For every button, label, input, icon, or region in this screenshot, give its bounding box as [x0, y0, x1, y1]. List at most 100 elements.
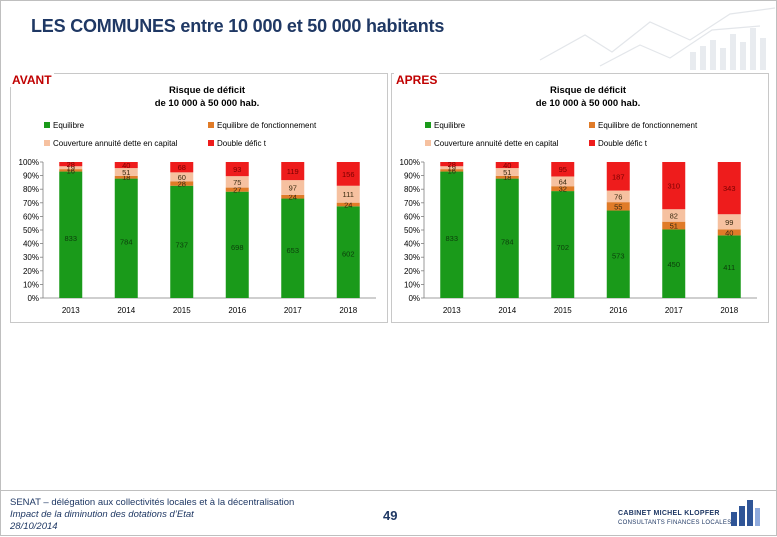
x-tick-label: 2014: [117, 306, 135, 315]
y-tick-label: 30%: [404, 253, 420, 262]
bar-segment: [551, 162, 575, 177]
bar-segment: [662, 221, 686, 230]
data-label: 737: [175, 240, 188, 249]
legend-swatch: [425, 140, 431, 146]
bar-segment: [717, 229, 741, 236]
bar-segment: [59, 171, 83, 298]
data-label: 27: [233, 186, 241, 195]
x-tick-label: 2016: [228, 306, 246, 315]
bar-segment: [114, 168, 138, 176]
y-tick-label: 60%: [404, 212, 420, 221]
legend-swatch: [589, 140, 595, 146]
y-tick-label: 0%: [27, 294, 39, 303]
y-tick-label: 50%: [404, 226, 420, 235]
data-label: 653: [286, 246, 299, 255]
bar-segment: [551, 186, 575, 192]
data-label: 156: [342, 170, 355, 179]
bar-segment: [59, 169, 83, 172]
data-label: 60: [178, 173, 186, 182]
legend-label: Couverture annuité dette en capital: [53, 139, 178, 148]
data-label: 28: [67, 160, 75, 169]
bar-segment: [606, 162, 630, 191]
data-label: 784: [501, 237, 514, 246]
bar-segment: [281, 194, 305, 199]
y-tick-label: 90%: [404, 172, 420, 181]
footer-line-subject: Impact de la diminution des dotations d’…: [10, 509, 194, 520]
y-tick-label: 20%: [23, 267, 39, 276]
data-label: 833: [445, 234, 458, 243]
legend-label: Equilibre: [434, 121, 466, 130]
bar-segment: [170, 172, 194, 182]
header-decoration: [539, 7, 776, 70]
bar-segment: [59, 162, 83, 167]
y-tick-label: 100%: [400, 158, 420, 167]
legend-label: Couverture annuité dette en capital: [434, 139, 559, 148]
y-tick-label: 80%: [23, 185, 39, 194]
data-label: 99: [725, 218, 733, 227]
x-tick-label: 2017: [284, 306, 302, 315]
bar-segment: [440, 166, 464, 170]
bar-segment: [606, 190, 630, 203]
y-tick-label: 40%: [23, 240, 39, 249]
data-label: 111: [343, 190, 354, 199]
data-label: 40: [503, 161, 511, 170]
bar-segment: [336, 185, 360, 203]
data-label: 18: [503, 173, 511, 182]
y-tick-label: 80%: [404, 185, 420, 194]
data-label: 18: [122, 173, 130, 182]
slide-title: LES COMMUNES entre 10 000 et 50 000 habi…: [31, 16, 445, 36]
x-tick-label: 2017: [665, 306, 683, 315]
x-tick-label: 2018: [339, 306, 357, 315]
bar-segment: [662, 229, 686, 298]
data-label: 51: [503, 168, 511, 177]
legend-label: Double défic t: [217, 139, 267, 148]
bar-segment: [495, 178, 519, 298]
data-label: 40: [122, 161, 130, 170]
data-label: 75: [233, 178, 241, 187]
bar-segment: [336, 202, 360, 207]
data-label: 82: [670, 211, 678, 220]
chart-title-line: Risque de déficit: [169, 85, 246, 96]
panel-tag-avant: AVANT: [10, 73, 54, 87]
y-tick-label: 70%: [404, 199, 420, 208]
data-label: 93: [233, 165, 241, 174]
footer-line-date: 28/10/2014: [10, 521, 58, 532]
data-label: 784: [120, 237, 133, 246]
y-tick-label: 10%: [404, 280, 420, 289]
data-label: 119: [287, 167, 299, 176]
data-label: 51: [670, 222, 678, 231]
data-label: 16: [67, 166, 75, 175]
bar-segment: [336, 206, 360, 298]
panel-tag-apres: APRES: [394, 73, 440, 87]
bar-segment: [606, 210, 630, 298]
bar-segment: [225, 187, 249, 192]
data-label: 450: [667, 260, 680, 269]
y-tick-label: 60%: [23, 212, 39, 221]
bar-segment: [606, 202, 630, 211]
legend-swatch: [44, 122, 50, 128]
bar-segment: [717, 162, 741, 215]
x-tick-label: 2014: [498, 306, 516, 315]
bar-segment: [170, 185, 194, 298]
bar-segment: [551, 191, 575, 298]
bar-segment: [717, 214, 741, 230]
data-label: 16: [448, 166, 456, 175]
data-label: 602: [342, 250, 355, 259]
legend-swatch: [44, 140, 50, 146]
x-tick-label: 2015: [554, 306, 572, 315]
data-label: 55: [614, 202, 622, 211]
legend-swatch: [589, 122, 595, 128]
bar-segment: [440, 169, 464, 172]
legend-label: Equilibre: [53, 121, 85, 130]
page-number: 49: [383, 508, 398, 523]
bar-segment: [281, 162, 305, 181]
legend-swatch: [208, 140, 214, 146]
bar-segment: [495, 162, 519, 169]
bar-segment: [170, 181, 194, 186]
bar-segment: [225, 176, 249, 188]
data-label: 19: [448, 164, 456, 173]
legend-label: Equilibre de fonctionnement: [598, 121, 698, 130]
logo-tagline: CONSULTANTS FINANCES LOCALES: [618, 520, 732, 526]
bar-segment: [114, 175, 138, 179]
chart-title-line: Risque de déficit: [550, 85, 627, 96]
